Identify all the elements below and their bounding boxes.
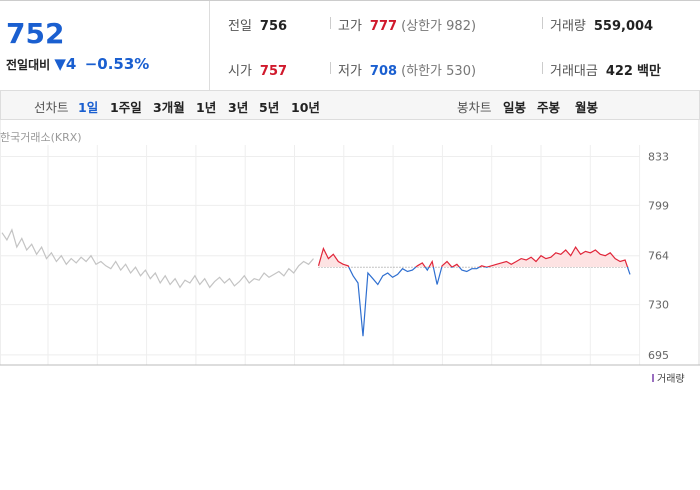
stat-label: 시가 [228, 64, 252, 79]
price: 752 [6, 17, 65, 50]
y-tick-label: 730 [648, 299, 669, 312]
stat-note: (상한가 982) [401, 19, 477, 34]
change-value: ▼4 [54, 55, 77, 73]
tab[interactable]: 월봉 [575, 100, 599, 115]
volume-legend-swatch [652, 374, 654, 382]
chart: 한국거래소(KRX) 695 730 764 799 833 거래량 [0, 119, 700, 385]
tab[interactable]: 1주일 [110, 100, 142, 115]
tab[interactable]: 1년 [196, 100, 217, 115]
stat-label: 거래대금 [550, 64, 598, 79]
stat-value: 708 [369, 64, 398, 79]
stat: 거래량 559,004 [550, 15, 653, 34]
tab[interactable]: 5년 [259, 100, 280, 115]
stat-note: (하한가 530) [401, 64, 477, 79]
tab-group-label: 봉차트 [457, 100, 492, 115]
plot-frame [0, 119, 700, 366]
change-pct: −0.53% [84, 55, 150, 73]
separator [330, 17, 331, 29]
stat-unit: 백만 [636, 64, 661, 79]
line [1, 228, 314, 289]
tab[interactable]: 3년 [228, 100, 249, 115]
price-box: 752 전일대비 ▼4 −0.53% [0, 1, 210, 90]
y-tick-label: 764 [648, 250, 669, 263]
stat-value: 756 [259, 19, 288, 34]
tab[interactable]: 1일 [78, 100, 99, 115]
separator [542, 62, 543, 74]
source-label: 한국거래소(KRX) [0, 131, 82, 144]
line [317, 245, 631, 337]
stat-value: 757 [259, 64, 288, 79]
stat: 저가 708 (하한가 530) [338, 60, 476, 79]
stat-label: 거래량 [550, 19, 586, 34]
separator [330, 62, 331, 74]
tab[interactable]: 일봉 [503, 100, 527, 115]
stat: 시가 757 [228, 60, 287, 79]
stat-label: 고가 [338, 19, 362, 34]
change: 전일대비 ▼4 −0.53% [6, 55, 149, 73]
tab-bar: 선차트 1일 1주일 3개월 1년 3년 5년 10년 봉차트 일봉 주봉 월봉 [0, 90, 700, 120]
y-tick-label: 695 [648, 349, 669, 362]
stat: 고가 777 (상한가 982) [338, 15, 476, 34]
volume-legend: 거래량 [657, 373, 685, 385]
stat-value: 559,004 [593, 19, 654, 34]
tab-group-label: 선차트 [34, 100, 69, 115]
stat: 전일 756 [228, 15, 287, 34]
separator [542, 17, 543, 29]
stat-value: 777 [369, 19, 398, 34]
tab[interactable]: 10년 [291, 100, 320, 115]
quote-header: 752 전일대비 ▼4 −0.53% 전일 756 고가 777 (상한가 982) 거래… [0, 0, 700, 92]
change-amount: 4 [65, 55, 77, 73]
y-tick-label: 799 [648, 199, 669, 212]
area [318, 247, 630, 337]
stat: 거래대금 422 백만 [550, 60, 661, 79]
tab[interactable]: 주봉 [537, 100, 561, 115]
tab[interactable]: 3개월 [153, 100, 185, 115]
stat-label: 전일 [228, 19, 252, 34]
change-label: 전일대비 [6, 58, 51, 72]
stat-value: 422 [605, 64, 633, 79]
stat-label: 저가 [338, 64, 362, 79]
y-tick-label: 833 [648, 151, 669, 164]
